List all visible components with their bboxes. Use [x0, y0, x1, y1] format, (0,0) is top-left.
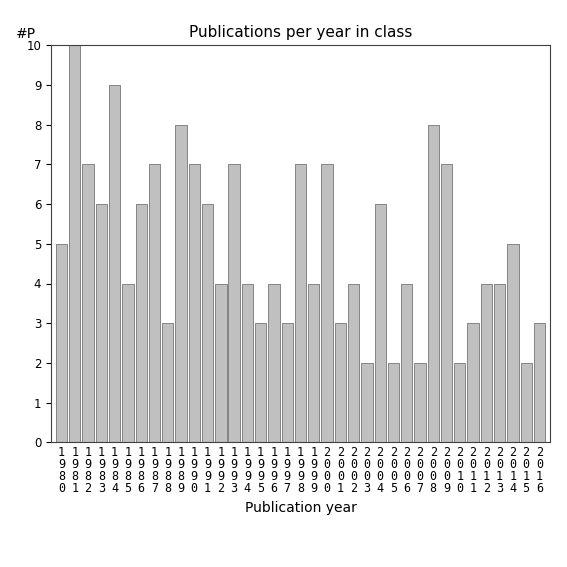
Bar	[255, 323, 266, 442]
Bar	[136, 204, 147, 442]
Bar	[335, 323, 346, 442]
Title: Publications per year in class: Publications per year in class	[189, 25, 412, 40]
Bar	[109, 85, 120, 442]
Bar	[282, 323, 293, 442]
Bar	[308, 284, 319, 442]
Bar	[454, 363, 466, 442]
Bar	[414, 363, 426, 442]
Bar	[242, 284, 253, 442]
Bar	[534, 323, 545, 442]
Bar	[215, 284, 226, 442]
Bar	[388, 363, 399, 442]
Bar	[122, 284, 134, 442]
Bar	[56, 244, 67, 442]
Bar	[175, 125, 187, 442]
Bar	[229, 164, 240, 442]
Bar	[428, 125, 439, 442]
Bar	[375, 204, 386, 442]
Bar	[82, 164, 94, 442]
Text: #P: #P	[16, 27, 36, 41]
Bar	[521, 363, 532, 442]
Bar	[295, 164, 306, 442]
Bar	[69, 45, 81, 442]
Bar	[481, 284, 492, 442]
Bar	[467, 323, 479, 442]
Bar	[441, 164, 452, 442]
Bar	[96, 204, 107, 442]
X-axis label: Publication year: Publication year	[244, 501, 357, 515]
Bar	[361, 363, 373, 442]
Bar	[189, 164, 200, 442]
Bar	[494, 284, 505, 442]
Bar	[348, 284, 359, 442]
Bar	[507, 244, 519, 442]
Bar	[321, 164, 333, 442]
Bar	[202, 204, 213, 442]
Bar	[149, 164, 160, 442]
Bar	[401, 284, 412, 442]
Bar	[162, 323, 174, 442]
Bar	[268, 284, 280, 442]
